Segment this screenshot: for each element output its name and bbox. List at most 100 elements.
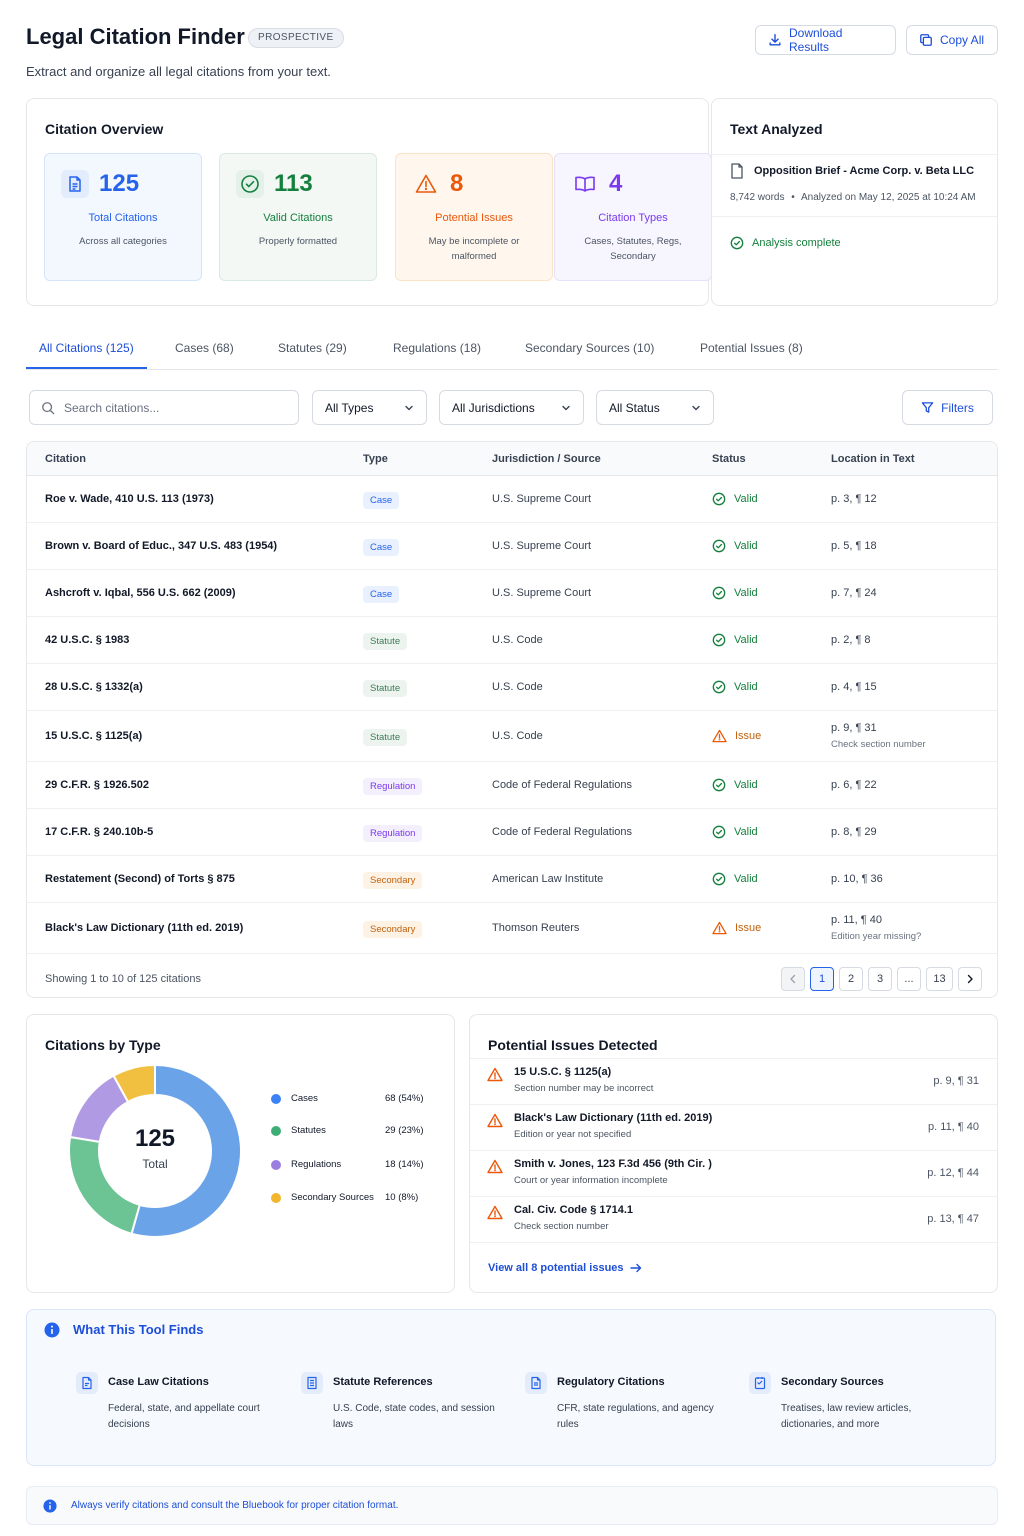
find-item-title: Regulatory Citations bbox=[557, 1376, 665, 1388]
column-header-jurisdiction[interactable]: Jurisdiction / Source bbox=[492, 453, 601, 465]
chevron-down-icon bbox=[404, 403, 414, 413]
column-header-type[interactable]: Type bbox=[363, 453, 388, 465]
filter-icon bbox=[921, 401, 934, 414]
location-cell: p. 8, ¶ 29 bbox=[831, 826, 877, 838]
warning-icon bbox=[712, 729, 727, 743]
text-analyzed-card: Text Analyzed Opposition Brief - Acme Co… bbox=[711, 98, 998, 306]
citation-overview-card: Citation Overview 125 Total Citations Ac… bbox=[26, 98, 712, 306]
check-circle-icon bbox=[712, 680, 726, 694]
copy-all-button[interactable]: Copy All bbox=[906, 25, 998, 55]
meta-separator: • bbox=[791, 192, 795, 203]
citation-cell: Roe v. Wade, 410 U.S. 113 (1973) bbox=[45, 493, 214, 505]
table-row[interactable]: Black's Law Dictionary (11th ed. 2019) Se… bbox=[27, 903, 997, 954]
page-button-1[interactable]: 1 bbox=[810, 967, 834, 991]
page-button-2[interactable]: 2 bbox=[839, 967, 863, 991]
citations-by-type-title: Citations by Type bbox=[45, 1037, 161, 1053]
issue-item[interactable]: Cal. Civ. Code § 1714.1 Check section num… bbox=[470, 1197, 997, 1243]
table-row[interactable]: Ashcroft v. Iqbal, 556 U.S. 662 (2009) Ca… bbox=[27, 570, 997, 617]
status-cell: Issue bbox=[712, 729, 761, 743]
check-circle-icon bbox=[236, 170, 264, 198]
statute-icon bbox=[301, 1372, 323, 1394]
donut-slice-secondary-sources bbox=[112, 1063, 156, 1104]
analysis-status-label: Analysis complete bbox=[752, 237, 841, 249]
jurisdiction-select-value: All Jurisdictions bbox=[452, 400, 535, 415]
type-badge: Statute bbox=[363, 633, 408, 650]
type-select[interactable]: All Types bbox=[312, 390, 427, 425]
issue-item[interactable]: Black's Law Dictionary (11th ed. 2019) Ed… bbox=[470, 1105, 997, 1151]
status-label: Valid bbox=[734, 587, 758, 599]
table-row[interactable]: 29 C.F.R. § 1926.502 Regulation Code of Fe… bbox=[27, 762, 997, 809]
table-row[interactable]: 28 U.S.C. § 1332(a) Statute U.S. Code Valid… bbox=[27, 664, 997, 711]
column-header-location[interactable]: Location in Text bbox=[831, 453, 915, 465]
jurisdiction-cell: U.S. Supreme Court bbox=[492, 493, 592, 505]
table-row[interactable]: Roe v. Wade, 410 U.S. 113 (1973) Case U.S.… bbox=[27, 476, 997, 523]
check-circle-icon bbox=[712, 492, 726, 506]
download-results-label: Download Results bbox=[789, 26, 843, 54]
check-circle-icon bbox=[712, 539, 726, 553]
status-cell: Valid bbox=[712, 492, 758, 506]
tab-all-citations[interactable]: All Citations (125) bbox=[39, 341, 134, 355]
legend-item-regulations: Regulations bbox=[271, 1159, 341, 1170]
page-title: Legal Citation Finder bbox=[26, 24, 245, 49]
status-label: Valid bbox=[734, 873, 758, 885]
search-box bbox=[29, 390, 299, 425]
table-row[interactable]: Brown v. Board of Educ., 347 U.S. 483 (1… bbox=[27, 523, 997, 570]
tab-potential-issues[interactable]: Potential Issues (8) bbox=[700, 341, 803, 355]
legend-item-statutes: Statutes bbox=[271, 1125, 326, 1136]
jurisdiction-cell: U.S. Supreme Court bbox=[492, 587, 592, 599]
download-results-button[interactable]: Download Results bbox=[755, 25, 896, 55]
issue-item[interactable]: Smith v. Jones, 123 F.3d 456 (9th Cir. )… bbox=[470, 1151, 997, 1197]
legend-dot bbox=[271, 1159, 281, 1170]
type-badge: Case bbox=[363, 586, 400, 603]
location-note: Edition year missing? bbox=[831, 931, 922, 942]
filters-label: Filters bbox=[941, 400, 974, 415]
tab-statutes[interactable]: Statutes (29) bbox=[278, 341, 347, 355]
issue-item[interactable]: 15 U.S.C. § 1125(a) Section number may be… bbox=[470, 1059, 997, 1105]
page-button-13[interactable]: 13 bbox=[926, 967, 953, 991]
analyzed-meta: 8,742 words • Analyzed on May 12, 2025 a… bbox=[730, 192, 976, 203]
stat-label: Valid Citations bbox=[263, 212, 333, 224]
find-item-title: Secondary Sources bbox=[781, 1376, 884, 1388]
status-label: Valid bbox=[734, 540, 758, 552]
text-analyzed-title: Text Analyzed bbox=[730, 121, 823, 137]
status-select-value: All Status bbox=[609, 400, 660, 415]
table-row[interactable]: Restatement (Second) of Torts § 875 Secon… bbox=[27, 856, 997, 903]
tab-regulations[interactable]: Regulations (18) bbox=[393, 341, 482, 355]
location-note: Check section number bbox=[831, 739, 926, 750]
secondary-source-icon bbox=[749, 1372, 771, 1394]
table-row[interactable]: 15 U.S.C. § 1125(a) Statute U.S. Code Issue… bbox=[27, 711, 997, 762]
jurisdiction-select[interactable]: All Jurisdictions bbox=[439, 390, 584, 425]
search-icon bbox=[41, 401, 55, 415]
column-header-status[interactable]: Status bbox=[712, 453, 746, 465]
filters-button[interactable]: Filters bbox=[902, 390, 993, 425]
potential-issues-card: Potential Issues Detected 15 U.S.C. § 11… bbox=[469, 1014, 998, 1293]
tab-secondary-sources[interactable]: Secondary Sources (10) bbox=[525, 341, 655, 355]
citation-cell: 15 U.S.C. § 1125(a) bbox=[45, 730, 143, 742]
citation-cell: Restatement (Second) of Torts § 875 bbox=[45, 873, 235, 885]
prev-page-button[interactable] bbox=[781, 967, 805, 991]
search-input[interactable] bbox=[64, 400, 264, 415]
check-circle-icon bbox=[712, 633, 726, 647]
view-all-issues-link[interactable]: View all 8 potential issues bbox=[488, 1262, 642, 1274]
tab-cases[interactable]: Cases (68) bbox=[175, 341, 234, 355]
column-header-citation[interactable]: Citation bbox=[45, 453, 86, 465]
table-row[interactable]: 42 U.S.C. § 1983 Statute U.S. Code Valid p. … bbox=[27, 617, 997, 664]
divider bbox=[712, 154, 997, 155]
next-page-button[interactable] bbox=[958, 967, 982, 991]
arrow-right-icon bbox=[629, 1263, 642, 1273]
citation-cell: Black's Law Dictionary (11th ed. 2019) bbox=[45, 922, 244, 934]
regulation-icon bbox=[525, 1372, 547, 1394]
issue-description: Section number may be incorrect bbox=[514, 1083, 654, 1094]
analyzed-document: Opposition Brief - Acme Corp. v. Beta LL… bbox=[730, 163, 974, 179]
document-name: Opposition Brief - Acme Corp. v. Beta LL… bbox=[754, 165, 975, 177]
status-select[interactable]: All Status bbox=[596, 390, 714, 425]
table-row[interactable]: 17 C.F.R. § 240.10b-5 Regulation Code of F… bbox=[27, 809, 997, 856]
table-footer: Showing 1 to 10 of 125 citations 1 2 3 .… bbox=[27, 959, 997, 997]
warning-icon bbox=[712, 921, 727, 935]
donut-total-label: Total bbox=[142, 1157, 168, 1171]
page-button-3[interactable]: 3 bbox=[868, 967, 892, 991]
check-circle-icon bbox=[712, 586, 726, 600]
issue-description: Check section number bbox=[514, 1221, 609, 1232]
issue-location: p. 13, ¶ 47 bbox=[927, 1213, 979, 1225]
donut-slice-cases bbox=[130, 1063, 242, 1238]
